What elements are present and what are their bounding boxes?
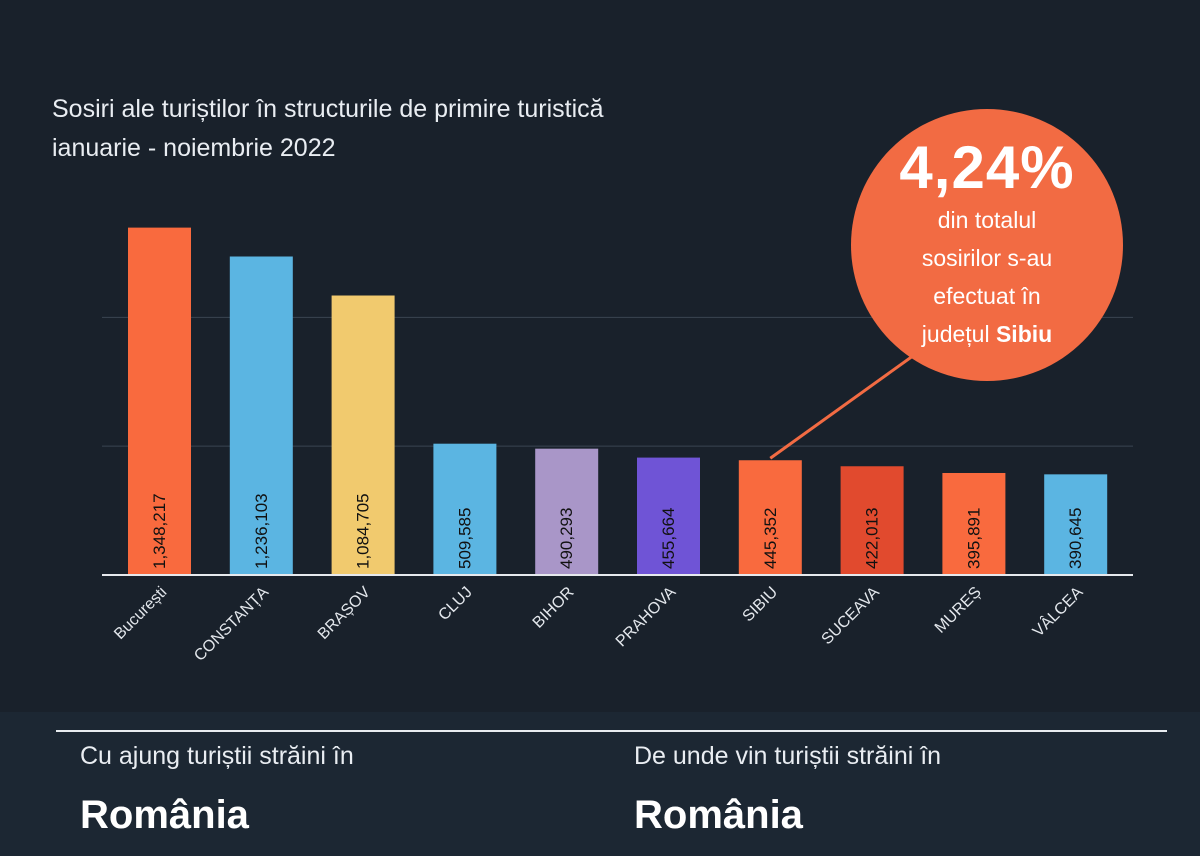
bar-chart: 1,348,217 București 1,236,103 CONSTANȚA 1,08… (102, 227, 1133, 665)
footer-link-left[interactable]: Cu ajung turiștii străini în România (80, 742, 354, 838)
bar-value-label-8: 422,013 (863, 508, 882, 569)
bar-10 (1044, 474, 1108, 575)
category-label-2: CONSTANȚA (191, 584, 272, 665)
bar-value-label-5: 490,293 (557, 508, 576, 569)
bar-value-label-6: 455,664 (659, 508, 678, 569)
chart-area: Sosiri ale turiștilor în structurile de … (52, 95, 1133, 665)
bar-6 (637, 457, 700, 575)
bar-value-label-10: 390,645 (1066, 508, 1085, 569)
footer-left-title: România (80, 793, 249, 837)
footer-right-title: România (634, 793, 803, 837)
footer: Cu ajung turiștii străini în România De … (0, 712, 1200, 856)
bar-7 (738, 460, 802, 575)
category-label-6: PRAHOVA (613, 584, 680, 651)
category-label-1: București (111, 584, 170, 643)
footer-left-subtitle: Cu ajung turiștii străini în (80, 742, 354, 770)
footer-divider (56, 730, 1167, 732)
category-label-9: MUREȘ (932, 584, 985, 637)
bar-4 (433, 443, 497, 575)
category-label-7: SIBIU (740, 584, 782, 626)
callout-pointer-line (769, 351, 918, 460)
bar-value-label-3: 1,084,705 (354, 493, 373, 569)
footer-right-subtitle: De unde vin turiștii străini în (634, 742, 942, 770)
category-label-10: VÂLCEA (1028, 582, 1086, 640)
bar-3 (331, 295, 395, 575)
bar-value-label-2: 1,236,103 (252, 493, 271, 569)
category-label-8: SUCEAVA (819, 584, 884, 649)
chart-title: Sosiri ale turiștilor în structurile de … (52, 95, 604, 162)
callout-line-1: din totalul (937, 207, 1037, 233)
bar-8 (840, 466, 904, 575)
bar-9 (942, 472, 1006, 575)
bar-value-label-7: 445,352 (761, 508, 780, 569)
bar-2 (229, 256, 293, 575)
callout-text: din totalul sosirilor s-au efectuat în j… (851, 201, 1123, 353)
footer-link-right[interactable]: De unde vin turiștii străini în România (634, 742, 941, 838)
callout-line-4: județul Sibiu (851, 315, 1123, 353)
callout-county-name: Sibiu (995, 321, 1053, 347)
bar-value-label-9: 395,891 (964, 508, 983, 569)
bar-value-label-1: 1,348,217 (150, 493, 169, 569)
callout-line-4-prefix: județul (921, 321, 996, 347)
sibiu-callout-circle: 4,24% din totalul sosirilor s-au efectua… (851, 109, 1123, 381)
callout-line-3: efectuat în (933, 283, 1041, 309)
callout-line-2: sosirilor s-au (921, 245, 1053, 271)
category-label-3: BRAȘOV (315, 584, 374, 643)
category-label-4: CLUJ (435, 584, 475, 624)
callout-percent: 4,24% (899, 134, 1075, 201)
category-label-5: BIHOR (530, 584, 578, 632)
bar-1 (128, 227, 191, 575)
bar-5 (535, 448, 599, 575)
bar-value-label-4: 509,585 (455, 508, 474, 569)
